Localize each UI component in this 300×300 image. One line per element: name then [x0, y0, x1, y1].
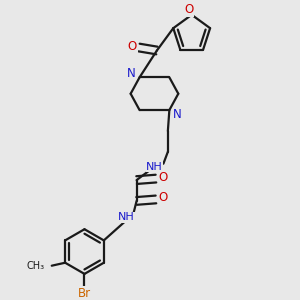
Text: O: O	[184, 3, 193, 16]
Text: O: O	[128, 40, 137, 53]
Text: CH₃: CH₃	[26, 261, 44, 271]
Text: N: N	[127, 67, 136, 80]
Text: Br: Br	[78, 287, 91, 300]
Text: O: O	[159, 171, 168, 184]
Text: NH: NH	[118, 212, 134, 222]
Text: N: N	[173, 108, 182, 121]
Text: O: O	[159, 191, 168, 205]
Text: NH: NH	[146, 162, 163, 172]
